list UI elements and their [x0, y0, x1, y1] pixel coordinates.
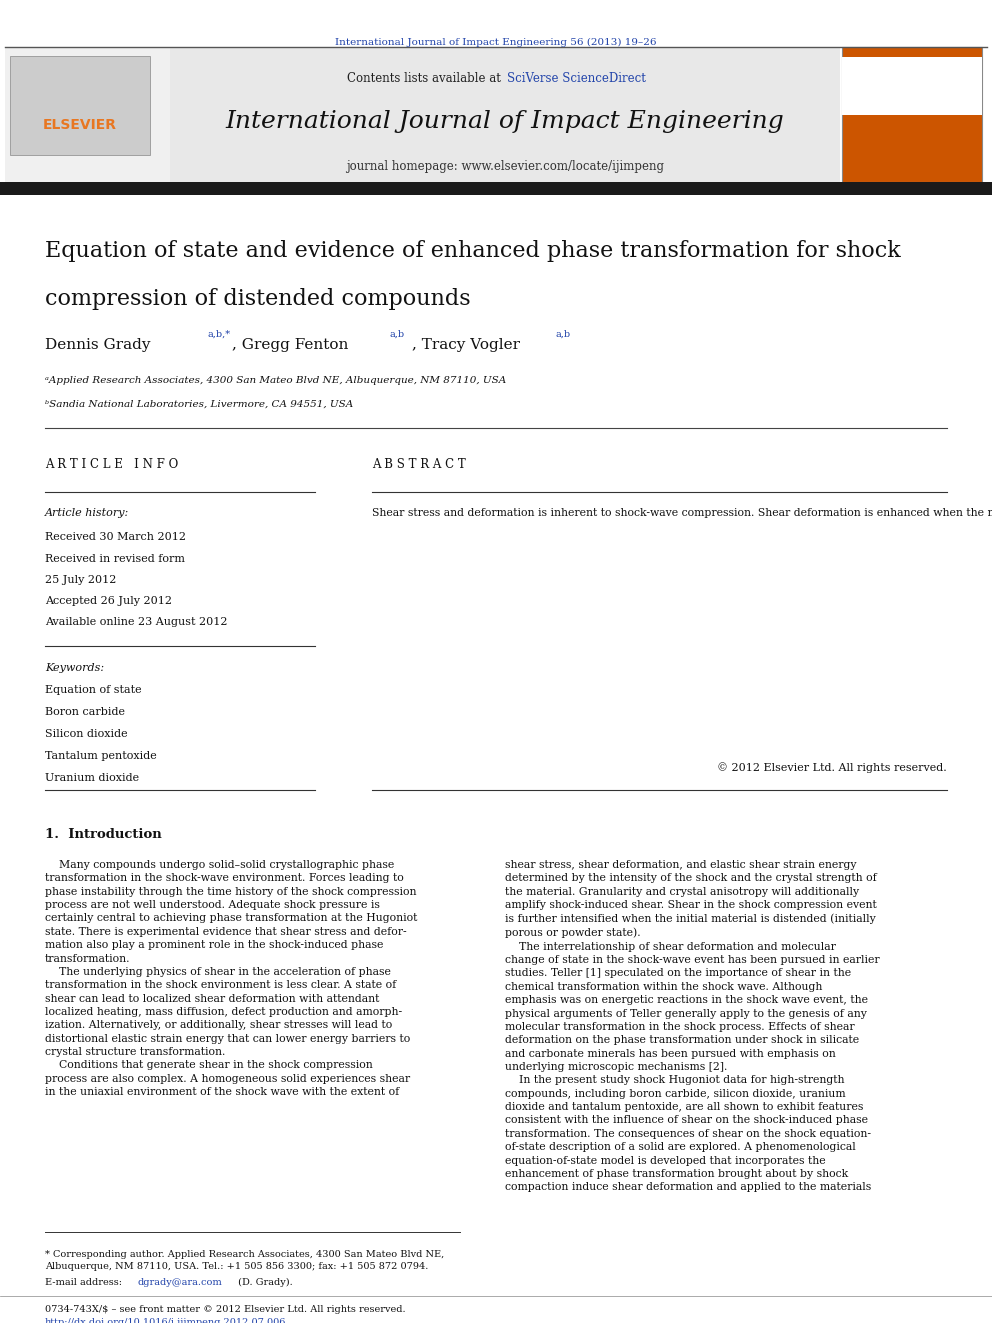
- Text: Equation of state: Equation of state: [45, 685, 142, 695]
- Text: Boron carbide: Boron carbide: [45, 706, 125, 717]
- Text: Silicon dioxide: Silicon dioxide: [45, 729, 128, 740]
- Text: ᵇSandia National Laboratories, Livermore, CA 94551, USA: ᵇSandia National Laboratories, Livermore…: [45, 400, 353, 409]
- FancyBboxPatch shape: [842, 48, 982, 183]
- Text: a,b: a,b: [556, 329, 571, 339]
- Text: , Gregg Fenton: , Gregg Fenton: [232, 337, 348, 352]
- Text: Dennis Grady: Dennis Grady: [45, 337, 151, 352]
- FancyBboxPatch shape: [170, 48, 840, 183]
- FancyBboxPatch shape: [0, 181, 992, 194]
- Text: Tantalum pentoxide: Tantalum pentoxide: [45, 751, 157, 761]
- Text: International Journal of Impact Engineering 56 (2013) 19–26: International Journal of Impact Engineer…: [335, 38, 657, 48]
- Text: © 2012 Elsevier Ltd. All rights reserved.: © 2012 Elsevier Ltd. All rights reserved…: [717, 762, 947, 773]
- Text: E-mail address:: E-mail address:: [45, 1278, 125, 1287]
- FancyBboxPatch shape: [10, 56, 150, 155]
- Text: Received 30 March 2012: Received 30 March 2012: [45, 532, 186, 542]
- Text: (D. Grady).: (D. Grady).: [235, 1278, 293, 1287]
- Text: IMPACT
ENGINEERING: IMPACT ENGINEERING: [882, 95, 941, 114]
- Text: http://dx.doi.org/10.1016/j.ijimpeng.2012.07.006: http://dx.doi.org/10.1016/j.ijimpeng.201…: [45, 1318, 287, 1323]
- Text: Keywords:: Keywords:: [45, 663, 104, 673]
- Text: ELSEVIER: ELSEVIER: [43, 118, 117, 132]
- Text: compression of distended compounds: compression of distended compounds: [45, 288, 470, 310]
- FancyBboxPatch shape: [5, 48, 170, 183]
- Text: A R T I C L E   I N F O: A R T I C L E I N F O: [45, 458, 179, 471]
- Text: Article history:: Article history:: [45, 508, 129, 519]
- Text: a,b,*: a,b,*: [208, 329, 231, 339]
- Text: Shear stress and deformation is inherent to shock-wave compression. Shear deform: Shear stress and deformation is inherent…: [372, 508, 992, 519]
- Text: 0734-743X/$ – see front matter © 2012 Elsevier Ltd. All rights reserved.: 0734-743X/$ – see front matter © 2012 El…: [45, 1304, 406, 1314]
- Text: a,b: a,b: [390, 329, 405, 339]
- Text: Accepted 26 July 2012: Accepted 26 July 2012: [45, 595, 172, 606]
- Text: 1.  Introduction: 1. Introduction: [45, 828, 162, 841]
- Text: International Journal of Impact Engineering: International Journal of Impact Engineer…: [225, 110, 785, 134]
- Text: ᵃApplied Research Associates, 4300 San Mateo Blvd NE, Albuquerque, NM 87110, USA: ᵃApplied Research Associates, 4300 San M…: [45, 376, 506, 385]
- Text: dgrady@ara.com: dgrady@ara.com: [138, 1278, 223, 1287]
- Text: Equation of state and evidence of enhanced phase transformation for shock: Equation of state and evidence of enhanc…: [45, 239, 901, 262]
- Text: Contents lists available at: Contents lists available at: [347, 71, 505, 85]
- Text: A B S T R A C T: A B S T R A C T: [372, 458, 466, 471]
- Text: * Corresponding author. Applied Research Associates, 4300 San Mateo Blvd NE,
Alb: * Corresponding author. Applied Research…: [45, 1250, 444, 1271]
- Text: 25 July 2012: 25 July 2012: [45, 576, 116, 585]
- Text: Many compounds undergo solid–solid crystallographic phase
transformation in the : Many compounds undergo solid–solid cryst…: [45, 860, 418, 1097]
- FancyBboxPatch shape: [842, 57, 982, 115]
- Text: SciVerse ScienceDirect: SciVerse ScienceDirect: [507, 71, 646, 85]
- Text: shear stress, shear deformation, and elastic shear strain energy
determined by t: shear stress, shear deformation, and ela…: [505, 860, 880, 1192]
- Text: journal homepage: www.elsevier.com/locate/ijimpeng: journal homepage: www.elsevier.com/locat…: [346, 160, 664, 173]
- Text: , Tracy Vogler: , Tracy Vogler: [412, 337, 520, 352]
- Text: Uranium dioxide: Uranium dioxide: [45, 773, 139, 783]
- Text: Received in revised form: Received in revised form: [45, 554, 185, 564]
- Text: Available online 23 August 2012: Available online 23 August 2012: [45, 617, 227, 627]
